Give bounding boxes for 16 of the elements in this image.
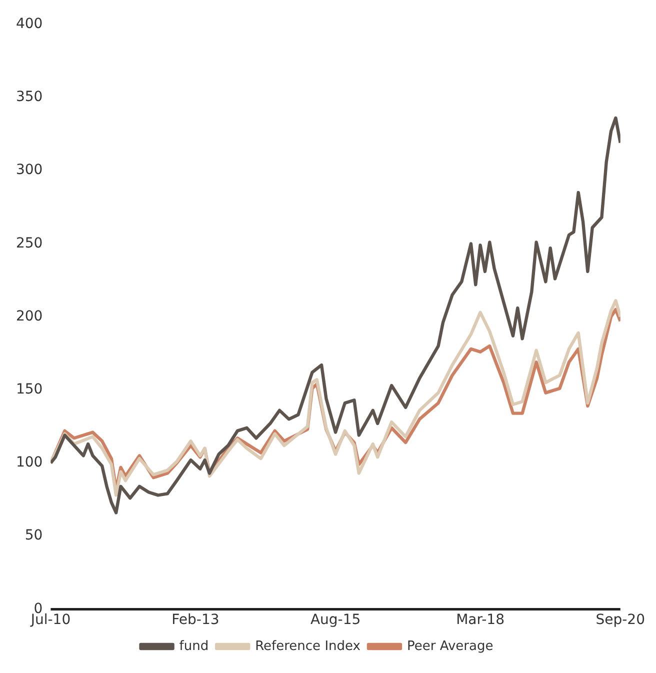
y-tick-label: 200 xyxy=(16,308,43,324)
legend-label: fund xyxy=(179,638,209,654)
x-tick-label: Aug-15 xyxy=(310,612,361,628)
legend-label: Reference Index xyxy=(255,638,361,654)
x-tick-label: Feb-13 xyxy=(172,612,220,628)
y-tick-label: 350 xyxy=(16,89,43,106)
y-tick-label: 100 xyxy=(16,454,43,471)
y-tick-label: 150 xyxy=(16,382,43,398)
y-tick-label: 400 xyxy=(16,16,43,32)
x-tick-label: Mar-18 xyxy=(456,612,504,628)
y-tick-label: 250 xyxy=(16,235,43,252)
legend-label: Peer Average xyxy=(406,638,494,654)
x-tick-label: Jul-10 xyxy=(30,612,71,628)
y-tick-label: 300 xyxy=(16,162,43,178)
x-tick-label: Sep-20 xyxy=(596,612,646,628)
y-tick-label: 50 xyxy=(24,528,43,544)
